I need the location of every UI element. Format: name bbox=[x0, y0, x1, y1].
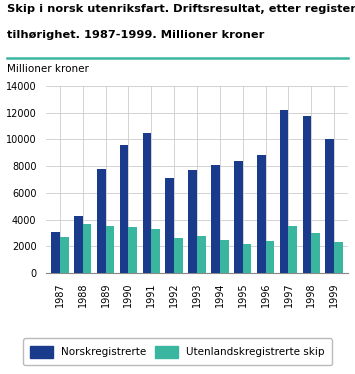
Bar bbox=[97, 169, 105, 273]
Text: Millioner kroner: Millioner kroner bbox=[7, 64, 89, 74]
Bar bbox=[220, 240, 229, 273]
Bar bbox=[289, 226, 297, 273]
Bar bbox=[211, 165, 220, 273]
Bar bbox=[74, 215, 83, 273]
Bar bbox=[174, 237, 183, 273]
Bar bbox=[129, 227, 137, 273]
Bar bbox=[302, 116, 311, 273]
Bar bbox=[334, 242, 343, 273]
Bar bbox=[197, 236, 206, 273]
Bar bbox=[151, 229, 160, 273]
Bar bbox=[105, 226, 114, 273]
Bar bbox=[326, 139, 334, 273]
Bar bbox=[165, 178, 174, 273]
Bar bbox=[51, 232, 60, 273]
Bar bbox=[257, 156, 266, 273]
Bar bbox=[243, 243, 251, 273]
Legend: Norskregistrerte, Utenlandskregistrerte skip: Norskregistrerte, Utenlandskregistrerte … bbox=[23, 338, 332, 365]
Bar bbox=[234, 162, 243, 273]
Bar bbox=[60, 237, 69, 273]
Bar bbox=[143, 134, 151, 273]
Text: Skip i norsk utenriksfart. Driftsresultat, etter register-: Skip i norsk utenriksfart. Driftsresulta… bbox=[7, 4, 355, 14]
Bar bbox=[266, 241, 274, 273]
Bar bbox=[280, 110, 289, 273]
Bar bbox=[83, 224, 92, 273]
Y-axis label: Millioner kroner: Millioner kroner bbox=[0, 139, 1, 220]
Bar bbox=[120, 145, 129, 273]
Bar bbox=[189, 170, 197, 273]
Bar bbox=[311, 233, 320, 273]
Text: tilhørighet. 1987-1999. Millioner kroner: tilhørighet. 1987-1999. Millioner kroner bbox=[7, 30, 264, 40]
